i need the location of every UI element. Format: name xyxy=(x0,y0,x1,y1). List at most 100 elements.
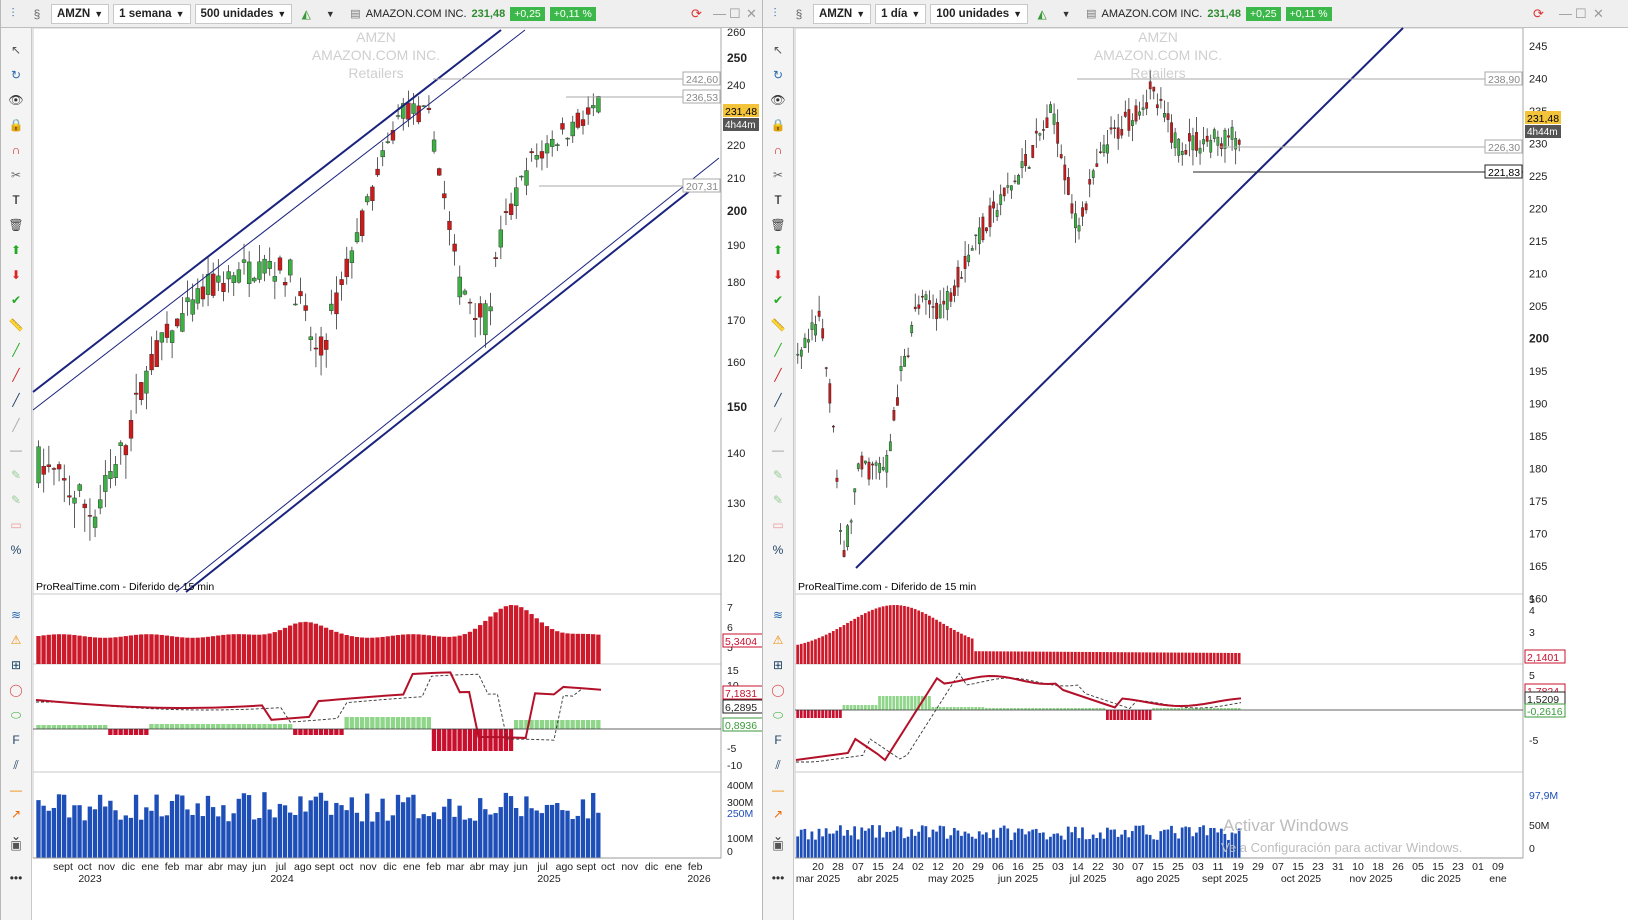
line-green-icon[interactable]: ╱ xyxy=(774,343,782,357)
screenshot-icon[interactable]: ▣ xyxy=(772,838,784,852)
arrow-up-icon[interactable]: ⬆ xyxy=(772,243,784,257)
check-icon[interactable]: ✔ xyxy=(772,293,784,307)
pencil-icon[interactable]: ✎ xyxy=(772,468,784,482)
text-icon[interactable]: T xyxy=(12,193,20,207)
arrow-icon[interactable]: ↗ xyxy=(772,807,784,821)
ruler-icon[interactable]: 📏 xyxy=(770,318,786,332)
shape-icon[interactable]: ⬭ xyxy=(10,707,22,722)
units-select[interactable]: 500 unidades ▼ xyxy=(194,3,293,24)
volume-bar xyxy=(1113,829,1116,858)
symbol-select[interactable]: AMZN ▼ xyxy=(51,3,110,24)
candle xyxy=(211,273,216,296)
symbol-select[interactable]: AMZN ▼ xyxy=(813,3,872,24)
pencil-icon[interactable]: ✎ xyxy=(772,493,784,507)
magnet-icon[interactable]: ∩ xyxy=(11,143,21,157)
pencil-icon[interactable]: ✎ xyxy=(10,493,22,507)
refresh-icon[interactable]: ⟳ xyxy=(691,6,702,21)
arrow-down-icon[interactable]: ⬇ xyxy=(772,268,784,282)
maximize-icon[interactable]: ☐ xyxy=(1575,6,1587,21)
y-tick-label: 225 xyxy=(1529,171,1547,183)
cursor-icon[interactable]: ↖ xyxy=(772,43,784,57)
indicator-icon[interactable]: ◭ xyxy=(1037,6,1047,21)
macd-histogram-bar xyxy=(452,729,457,751)
chart-type-icon[interactable]: ⫶ xyxy=(11,6,15,20)
shape-icon[interactable]: ⬭ xyxy=(772,707,784,722)
units-select[interactable]: 100 unidades ▼ xyxy=(930,3,1029,24)
lock-icon[interactable]: 🔒 xyxy=(770,118,786,132)
plus-icon[interactable]: ⊞ xyxy=(772,658,784,672)
close-icon[interactable]: ✕ xyxy=(746,6,757,21)
text-icon[interactable]: T xyxy=(774,193,782,207)
lock-icon[interactable]: 🔒 xyxy=(8,118,24,132)
trash-icon[interactable]: 🗑 xyxy=(8,218,24,232)
info-icon[interactable]: ▤ xyxy=(350,8,361,20)
line-blue-icon[interactable]: ╱ xyxy=(774,393,782,407)
line-red-icon[interactable]: ╱ xyxy=(12,368,20,382)
arrow-icon[interactable]: ↗ xyxy=(10,807,22,821)
close-icon[interactable]: ✕ xyxy=(1593,6,1604,21)
percent-icon[interactable]: % xyxy=(772,543,784,557)
chevron-down-icon[interactable]: ▼ xyxy=(1061,8,1071,19)
line-icon[interactable]: — xyxy=(772,783,784,797)
line-green-icon[interactable]: ╱ xyxy=(12,343,20,357)
percent-icon[interactable]: % xyxy=(10,543,22,557)
pencil-icon[interactable]: ✎ xyxy=(10,468,22,482)
ellipse-icon[interactable]: ◯ xyxy=(771,683,785,697)
rotate-icon[interactable]: ↻ xyxy=(10,68,22,82)
chart-type-icon[interactable]: ⫶ xyxy=(773,6,777,20)
link-icon[interactable]: § xyxy=(33,6,41,21)
period-select[interactable]: 1 semana ▼ xyxy=(113,3,191,24)
f-icon[interactable]: F xyxy=(12,733,20,747)
channel-icon[interactable]: ⫽ xyxy=(13,757,19,772)
chevron-down-icon[interactable]: ⌄ xyxy=(10,829,22,843)
indicator-icon[interactable]: ◭ xyxy=(301,6,311,21)
ellipse-icon[interactable]: ◯ xyxy=(9,683,23,697)
eye-icon[interactable]: 👁 xyxy=(8,93,24,107)
period-select[interactable]: 1 día ▼ xyxy=(875,3,927,24)
level-box xyxy=(1484,164,1523,179)
plus-icon[interactable]: ⊞ xyxy=(10,658,22,672)
eraser-icon[interactable]: ▭ xyxy=(772,518,784,532)
line-grey-icon[interactable]: ╱ xyxy=(12,418,20,432)
ruler-icon[interactable]: 📏 xyxy=(8,318,24,332)
rotate-icon[interactable]: ↻ xyxy=(772,68,784,82)
refresh-icon[interactable]: ⟳ xyxy=(1533,6,1544,21)
line-icon[interactable]: — xyxy=(10,783,22,797)
screenshot-icon[interactable]: ▣ xyxy=(10,838,22,852)
chevron-down-icon[interactable]: ⌄ xyxy=(772,829,784,843)
fibonacci-icon[interactable]: ≋ xyxy=(772,608,784,622)
f-icon[interactable]: F xyxy=(774,733,782,747)
hline-icon[interactable]: — xyxy=(10,443,22,457)
arrow-up-icon[interactable]: ⬆ xyxy=(10,243,22,257)
line-red-icon[interactable]: ╱ xyxy=(774,368,782,382)
eye-icon[interactable]: 👁 xyxy=(770,93,786,107)
trash-icon[interactable]: 🗑 xyxy=(770,218,786,232)
minimize-icon[interactable]: — xyxy=(1559,6,1572,21)
line-grey-icon[interactable]: ╱ xyxy=(774,418,782,432)
candle xyxy=(257,261,262,280)
fibonacci-icon[interactable]: ≋ xyxy=(10,608,22,622)
chevron-down-icon[interactable]: ▼ xyxy=(325,8,335,19)
scissors-icon[interactable]: ✂ xyxy=(772,168,784,182)
magnet-icon[interactable]: ∩ xyxy=(773,143,783,157)
hline-icon[interactable]: — xyxy=(772,443,784,457)
check-icon[interactable]: ✔ xyxy=(10,293,22,307)
maximize-icon[interactable]: ☐ xyxy=(729,6,741,21)
scissors-icon[interactable]: ✂ xyxy=(10,168,22,182)
line-blue-icon[interactable]: ╱ xyxy=(12,393,20,407)
more-icon[interactable]: ••• xyxy=(9,871,23,885)
more-icon[interactable]: ••• xyxy=(771,871,785,885)
warning-icon[interactable]: ⚠ xyxy=(772,633,784,647)
arrow-down-icon[interactable]: ⬇ xyxy=(10,268,22,282)
channel-icon[interactable]: ⫽ xyxy=(775,757,781,772)
cursor-icon[interactable]: ↖ xyxy=(10,43,22,57)
info-icon[interactable]: ▤ xyxy=(1086,8,1097,20)
minimize-icon[interactable]: — xyxy=(713,6,726,21)
warning-icon[interactable]: ⚠ xyxy=(10,633,22,647)
candle xyxy=(514,187,519,206)
eraser-icon[interactable]: ▭ xyxy=(10,518,22,532)
link-icon[interactable]: § xyxy=(795,6,803,21)
volume-bar xyxy=(575,815,580,858)
